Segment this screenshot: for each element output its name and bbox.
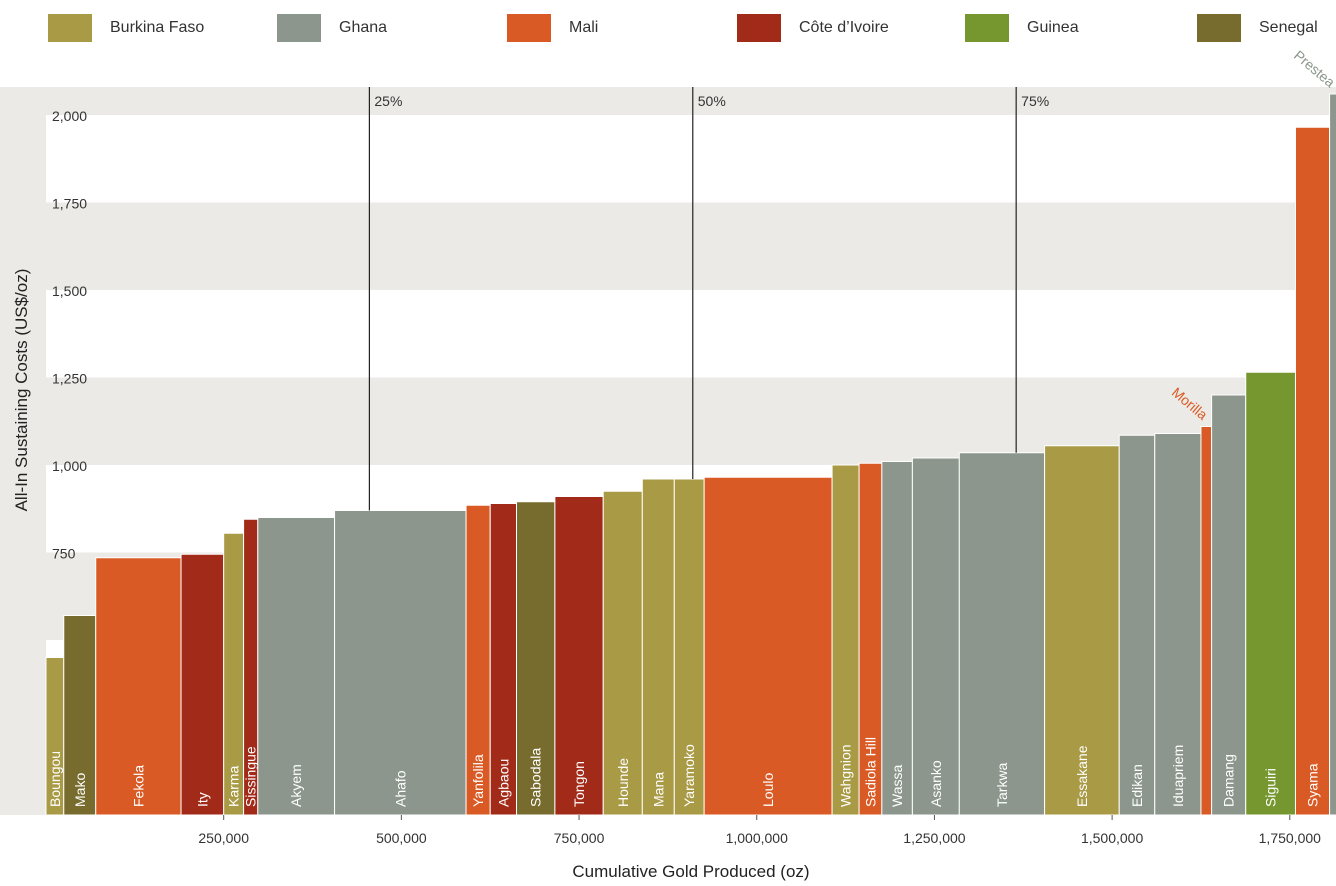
legend-label: Mali [569,19,599,36]
bar [958,452,1046,816]
bar [1118,434,1156,816]
y-axis-title: All-In Sustaining Costs (US$/oz) [12,268,31,512]
bar [257,517,336,816]
bars: Boungou Mako Fekola Ity Karma Sissingue Akyem A… [45,47,1336,816]
bar-label: Asanko [928,760,944,807]
bar-label: Sissingue [243,746,259,807]
legend-swatch [965,14,1009,42]
bar-label: Yaramoko [681,744,697,807]
bar-label: Mako [72,773,88,807]
bar [881,461,913,816]
legend-label: Senegal [1259,19,1318,36]
bar [703,476,833,816]
bar-label: Tongon [571,761,587,807]
y-tick-label: 2,000 [52,108,87,124]
bar [63,615,97,816]
grid-band [46,290,1336,378]
bar-label: Damang [1221,754,1237,807]
bar [602,490,643,816]
bar [641,478,675,816]
x-tick-label: 1,250,000 [903,830,965,846]
bar-label: Wahgnion [838,744,854,807]
bar-label: Karma [226,766,242,807]
legend-swatch [277,14,321,42]
bar-label-outside: Prestea [1291,47,1336,90]
bar-label: Sabodala [528,748,544,807]
bar-label: Siguiri [1263,768,1279,807]
bar-label: Agbaou [495,759,511,807]
grid-band [46,87,1336,115]
bar [1294,126,1331,816]
bar-label: Hounde [615,758,631,807]
bar [95,557,182,816]
legend-item: Ghana [277,14,387,42]
bar-label: Wassa [889,765,905,807]
left-margin [0,87,46,815]
y-tick-label: 1,750 [52,196,87,212]
bar-label: Sadiola Hill [862,737,878,807]
legend-item: Guinea [965,14,1079,42]
legend: Burkina Faso Ghana Mali Côte d’Ivoire Guinea… [0,0,1336,60]
y-tick-label: 750 [52,546,76,562]
grid-band [46,202,1336,290]
bar [334,510,467,816]
legend-swatch [507,14,551,42]
bar [1245,371,1296,816]
legend-label: Guinea [1027,19,1079,36]
bar [673,478,705,816]
x-tick-label: 1,750,000 [1259,830,1321,846]
legend-item: Côte d’Ivoire [737,14,889,42]
x-axis-tick-labels: 250,000 500,000 750,000 1,000,000 1,250,000 1… [198,815,1321,846]
legend-swatch [737,14,781,42]
bar-label: Akyem [288,764,304,807]
percentile-label: 50% [698,93,726,109]
bar [489,503,518,816]
grid-band [46,115,1336,203]
bar [554,496,604,816]
x-tick-label: 500,000 [376,830,427,846]
bar-label: Fekola [130,765,146,807]
bar-label: Iduapriem [1170,745,1186,807]
bar [831,464,860,816]
y-axis-tick-labels: 750 1,000 1,250 1,500 1,750 2,000 [52,108,87,562]
legend-swatch [1197,14,1241,42]
y-tick-label: 1,250 [52,371,87,387]
legend-item: Burkina Faso [48,14,204,42]
bar [516,501,556,816]
bar-label: Yanfolila [470,754,486,807]
legend-item: Senegal [1197,14,1318,42]
bar [1200,426,1213,816]
bar-label: Tarkwa [994,762,1010,807]
percentile-label: 25% [374,93,402,109]
legend-swatch [48,14,92,42]
legend-label: Ghana [339,19,388,36]
bar-label: Essakane [1074,745,1090,807]
bar [1211,394,1247,816]
bar [465,504,491,816]
bar-label: Ity [194,792,210,807]
x-tick-label: 250,000 [198,830,249,846]
bar [1154,433,1202,816]
bar-label: Boungou [47,751,63,807]
bar-label: Syama [1305,763,1321,807]
bar [180,553,225,816]
bar [1044,445,1120,816]
x-tick-label: 750,000 [554,830,605,846]
bar-label: Loulo [760,773,776,807]
legend-label: Côte d’Ivoire [799,19,889,36]
bar-label: Ahafo [392,770,408,807]
y-tick-label: 1,000 [52,458,87,474]
x-axis-title: Cumulative Gold Produced (oz) [572,862,810,881]
percentile-lines: 25% 50% 75% [368,87,1049,511]
bar [1329,93,1336,816]
y-tick-label: 1,500 [52,283,87,299]
percentile-label: 75% [1021,93,1049,109]
bar-label: Edikan [1129,764,1145,807]
legend-label: Burkina Faso [110,19,205,36]
bar-label: Mana [650,772,666,807]
x-tick-label: 1,000,000 [726,830,788,846]
legend-item: Mali [507,14,598,42]
x-tick-label: 1,500,000 [1081,830,1143,846]
